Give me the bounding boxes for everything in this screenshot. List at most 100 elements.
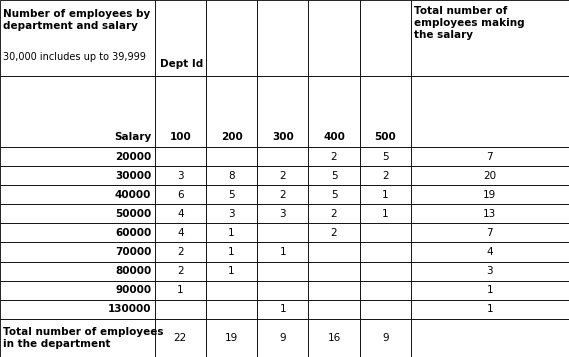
Text: 7: 7 [486, 228, 493, 238]
Text: 2: 2 [177, 247, 184, 257]
Bar [155, 281, 206, 300]
Text: 5: 5 [331, 171, 337, 181]
Bar [308, 223, 360, 242]
Bar [0, 147, 155, 166]
Text: 2: 2 [331, 228, 337, 238]
Bar [360, 319, 411, 357]
Text: Number of employees by
department and salary: Number of employees by department and sa… [3, 9, 151, 31]
Bar [308, 204, 360, 223]
Bar [0, 0, 155, 76]
Text: 1: 1 [382, 209, 389, 219]
Bar [0, 76, 155, 147]
Bar [360, 185, 411, 204]
Text: 5: 5 [382, 152, 389, 162]
Text: 100: 100 [170, 132, 191, 142]
Bar [411, 223, 569, 242]
Text: 3: 3 [279, 209, 286, 219]
Text: 1: 1 [177, 285, 184, 295]
Bar [411, 147, 569, 166]
Bar [257, 319, 308, 357]
Bar [411, 185, 569, 204]
Text: 6: 6 [177, 190, 184, 200]
Text: 70000: 70000 [115, 247, 151, 257]
Bar [0, 300, 155, 319]
Text: 1: 1 [228, 266, 235, 276]
Bar [257, 281, 308, 300]
Text: 13: 13 [483, 209, 497, 219]
Bar [360, 262, 411, 281]
Text: 19: 19 [483, 190, 497, 200]
Bar [411, 242, 569, 262]
Text: 4: 4 [486, 247, 493, 257]
Text: Dept Id: Dept Id [160, 59, 203, 69]
Text: 19: 19 [225, 333, 238, 343]
Text: 3: 3 [177, 171, 184, 181]
Text: 20: 20 [483, 171, 497, 181]
Bar [0, 185, 155, 204]
Text: 7: 7 [486, 152, 493, 162]
Bar [206, 319, 257, 357]
Bar [308, 147, 360, 166]
Bar [155, 204, 206, 223]
Bar [257, 300, 308, 319]
Text: 9: 9 [382, 333, 389, 343]
Text: 200: 200 [221, 132, 242, 142]
Text: 20000: 20000 [115, 152, 151, 162]
Bar [155, 300, 206, 319]
Bar [308, 319, 360, 357]
Bar [155, 262, 206, 281]
Bar [206, 76, 257, 147]
Bar [360, 76, 411, 147]
Text: 1: 1 [486, 304, 493, 314]
Bar [308, 185, 360, 204]
Text: 1: 1 [279, 304, 286, 314]
Bar [360, 147, 411, 166]
Bar [360, 281, 411, 300]
Text: 9: 9 [279, 333, 286, 343]
Bar [0, 166, 155, 185]
Bar [360, 300, 411, 319]
Bar [206, 185, 257, 204]
Bar [206, 281, 257, 300]
Bar [411, 204, 569, 223]
Text: 2: 2 [279, 171, 286, 181]
Text: 30000: 30000 [115, 171, 151, 181]
Bar [257, 147, 308, 166]
Text: 300: 300 [272, 132, 294, 142]
Bar [206, 262, 257, 281]
Bar [411, 262, 569, 281]
Bar [308, 0, 360, 76]
Text: 1: 1 [279, 247, 286, 257]
Bar [155, 242, 206, 262]
Text: 500: 500 [374, 132, 396, 142]
Text: 60000: 60000 [115, 228, 151, 238]
Bar [257, 185, 308, 204]
Text: 30,000 includes up to 39,999: 30,000 includes up to 39,999 [3, 52, 146, 62]
Bar [155, 76, 206, 147]
Bar [411, 76, 569, 147]
Bar [360, 0, 411, 76]
Text: 1: 1 [228, 228, 235, 238]
Bar [155, 166, 206, 185]
Text: 130000: 130000 [108, 304, 151, 314]
Bar [206, 0, 257, 76]
Bar [0, 242, 155, 262]
Text: 50000: 50000 [115, 209, 151, 219]
Bar [360, 242, 411, 262]
Bar [155, 319, 206, 357]
Bar [360, 204, 411, 223]
Text: 22: 22 [174, 333, 187, 343]
Text: 5: 5 [228, 190, 235, 200]
Bar [257, 204, 308, 223]
Text: 2: 2 [331, 209, 337, 219]
Bar [0, 319, 155, 357]
Bar [308, 166, 360, 185]
Bar [411, 300, 569, 319]
Text: 90000: 90000 [116, 285, 151, 295]
Text: 2: 2 [331, 152, 337, 162]
Bar [411, 0, 569, 76]
Bar [155, 147, 206, 166]
Text: 4: 4 [177, 228, 184, 238]
Bar [155, 185, 206, 204]
Text: 40000: 40000 [115, 190, 151, 200]
